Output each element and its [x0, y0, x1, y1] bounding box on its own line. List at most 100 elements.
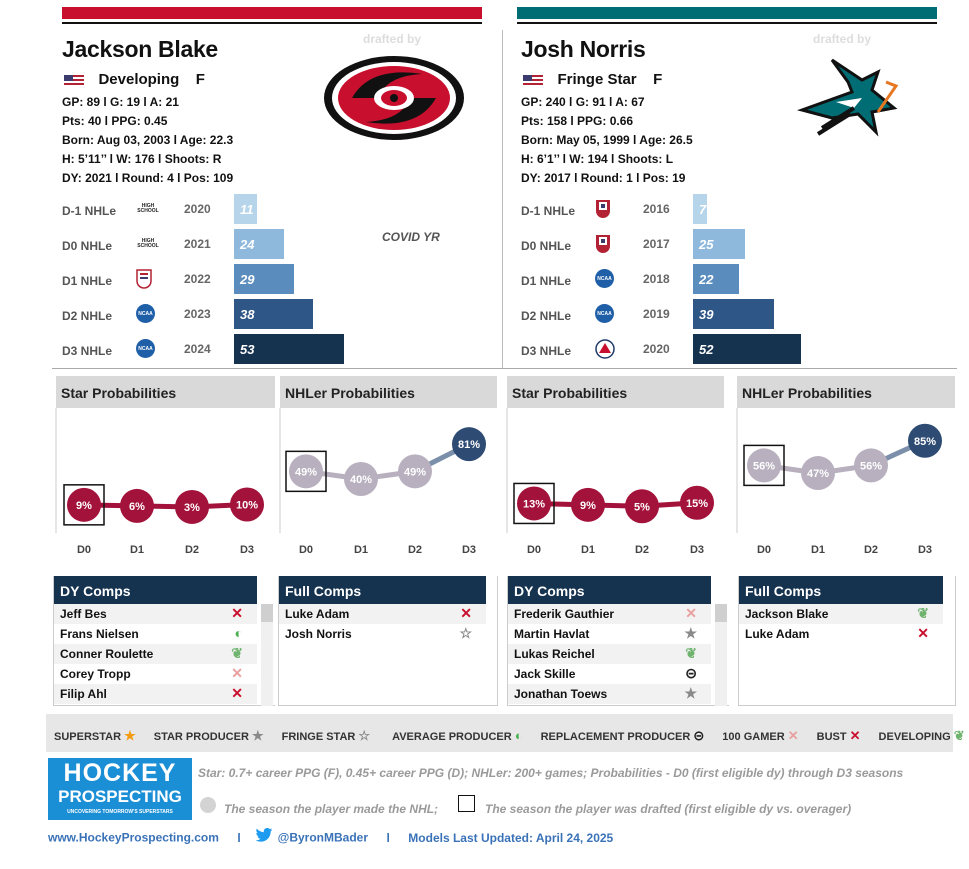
nhle-row-label: D3 NHLe — [521, 344, 572, 358]
left-accent-bar — [62, 7, 482, 24]
twitter-icon — [255, 827, 273, 847]
fringe-star-icon: ☆ — [358, 728, 371, 743]
footer: www.HockeyProspecting.com l @ByronMBader… — [48, 827, 613, 847]
legend-label: FRINGE STAR — [281, 731, 356, 743]
right-full-comps: Full Comps Jackson Blake ❦ Luke Adam ✕ — [738, 576, 956, 706]
bust-x-icon: ✕ — [849, 728, 861, 743]
right-player-card: Josh Norris Fringe Star F GP: 240 l G: 9… — [521, 36, 781, 188]
legend-label: SUPERSTAR — [54, 731, 122, 743]
nhle-bar: 29 — [234, 264, 295, 294]
nhle-row-label: D2 NHLe — [62, 309, 113, 323]
left-full-comps: Full Comps Luke Adam ✕ Josh Norris ☆ — [278, 576, 498, 706]
comp-row[interactable]: Jack Skille ⊝ — [508, 664, 711, 684]
comp-name: Martin Havlat — [514, 627, 590, 641]
legend-item: REPLACEMENT PRODUCER ⊝ — [541, 728, 705, 744]
average-producer-icon: ◐ — [234, 625, 243, 641]
prob-label: 6% — [129, 501, 145, 513]
bust-x-icon: ✕ — [917, 625, 929, 641]
center-divider — [502, 30, 503, 368]
nhle-row-year: 2023 — [184, 307, 211, 321]
stat-line-gp: GP: 89 l G: 19 l A: 21 — [62, 95, 179, 109]
footer-separator: l — [386, 830, 390, 845]
developing-leaf-icon: ❦ — [953, 728, 965, 743]
league-icon: HIGH SCHOOL — [136, 199, 160, 218]
replacement-producer-icon: ⊝ — [693, 728, 705, 743]
nhle-row-label: D-1 NHLe — [521, 204, 576, 218]
comp-row[interactable]: Jackson Blake ❦ — [739, 604, 943, 624]
comp-name: Josh Norris — [285, 627, 352, 641]
legend-strip: SUPERSTAR ★ STAR PRODUCER ★ FRINGE STAR ☆ A… — [46, 714, 965, 752]
stat-line-born: Born: Aug 03, 2003 l Age: 22.3 — [62, 133, 234, 147]
player-position: F — [195, 71, 205, 88]
nhle-row-year: 2017 — [643, 237, 670, 251]
comp-name: Conner Roulette — [60, 647, 154, 661]
prob-label: 81% — [458, 439, 480, 451]
nhle-row: D2 NHLe NCAA 2019 39 — [521, 297, 941, 329]
nhl-season-circle-icon — [200, 797, 216, 813]
definitions-note: Star: 0.7+ career PPG (F), 0.45+ career … — [198, 766, 904, 780]
league-icon — [595, 339, 615, 364]
nhle-row-year: 2018 — [643, 272, 670, 286]
dy-comps-header: DY Comps — [508, 576, 711, 604]
comp-row[interactable]: Martin Havlat ★ — [508, 624, 711, 644]
star-prob-line — [533, 500, 698, 509]
hockey-prospecting-logo: HOCKEY PROSPECTING UNCOVERING TOMORROW'S… — [48, 758, 192, 820]
legend-label: BUST — [816, 731, 847, 743]
replacement-producer-icon: ⊝ — [685, 665, 697, 681]
x-axis-label: D3 — [462, 544, 476, 556]
legend-item: 100 GAMER ✕ — [722, 728, 798, 744]
comp-row[interactable]: Josh Norris ☆ — [279, 624, 486, 644]
league-icon: NCAA — [595, 304, 614, 323]
usntdp-icon — [595, 199, 611, 224]
comp-row[interactable]: Filip Ahl ✕ — [54, 684, 257, 704]
comp-row[interactable]: Frans Nielsen ◐ — [54, 624, 257, 644]
legend-item: STAR PRODUCER ★ — [154, 728, 264, 744]
prob-point — [175, 489, 209, 524]
nhle-row: D1 NHLe NCAA 2018 22 — [521, 262, 941, 294]
nhle-bar: 11 — [234, 194, 257, 224]
comp-row[interactable]: Luke Adam ✕ — [279, 604, 486, 624]
league-icon: NCAA — [136, 304, 155, 323]
stat-line-pts: Pts: 158 l PPG: 0.66 — [521, 114, 634, 128]
probability-charts: 9% D0 6% D1 3% D2 10% D3 49% D0 40% D1 49% D2 81% D3 13%… — [55, 408, 942, 556]
x-axis-label: D2 — [635, 544, 649, 556]
ahl-icon — [595, 339, 615, 364]
drafted-by-label: drafted by — [363, 32, 422, 46]
comp-row[interactable]: Jeff Bes ✕ — [54, 604, 257, 624]
league-icon: HIGH SCHOOL — [136, 234, 160, 253]
scrollbar[interactable] — [715, 604, 727, 706]
comp-list: Luke Adam ✕ Josh Norris ☆ — [279, 604, 486, 644]
prob-point — [289, 454, 323, 489]
us-flag-icon — [64, 74, 84, 87]
nhle-row-year: 2019 — [643, 307, 670, 321]
right-star-prob-header: Star Probabilities — [507, 376, 724, 408]
stat-line-gp: GP: 240 l G: 91 l A: 67 — [521, 95, 645, 109]
prob-point — [747, 448, 781, 483]
comp-row[interactable]: Conner Roulette ❦ — [54, 644, 257, 664]
nhle-row: D1 NHLe 2022 29 — [62, 262, 482, 294]
scrollbar[interactable] — [261, 604, 273, 706]
prob-point — [398, 454, 432, 489]
legend-label: DEVELOPING — [878, 731, 951, 743]
nhle-row: D0 NHLe HIGH SCHOOL 2021 24 — [62, 227, 482, 259]
draft-season-note: The season the player was drafted (first… — [485, 802, 852, 816]
right-accent-bar — [517, 7, 937, 24]
stat-line-size: H: 6’1’’ l W: 194 l Shoots: L — [521, 152, 674, 166]
x-axis-label: D1 — [581, 544, 595, 556]
comp-row[interactable]: Lukas Reichel ❦ — [508, 644, 711, 664]
comp-row[interactable]: Frederik Gauthier ✕ — [508, 604, 711, 624]
full-comps-header: Full Comps — [279, 576, 486, 604]
prob-label: 5% — [634, 501, 650, 513]
left-nhler-prob-header: NHLer Probabilities — [280, 376, 497, 408]
comp-name: Jeff Bes — [60, 607, 107, 621]
prob-point — [801, 456, 835, 491]
player-position: F — [653, 71, 663, 88]
comp-list: Jackson Blake ❦ Luke Adam ✕ — [739, 604, 943, 644]
x-axis-label: D1 — [354, 544, 368, 556]
comp-row[interactable]: Jonathan Toews ★ — [508, 684, 711, 704]
twitter-handle[interactable]: @ByronMBader — [277, 830, 369, 845]
site-link[interactable]: www.HockeyProspecting.com — [48, 830, 219, 845]
nhle-bar: 22 — [693, 264, 739, 294]
comp-row[interactable]: Corey Tropp ✕ — [54, 664, 257, 684]
comp-row[interactable]: Luke Adam ✕ — [739, 624, 943, 644]
